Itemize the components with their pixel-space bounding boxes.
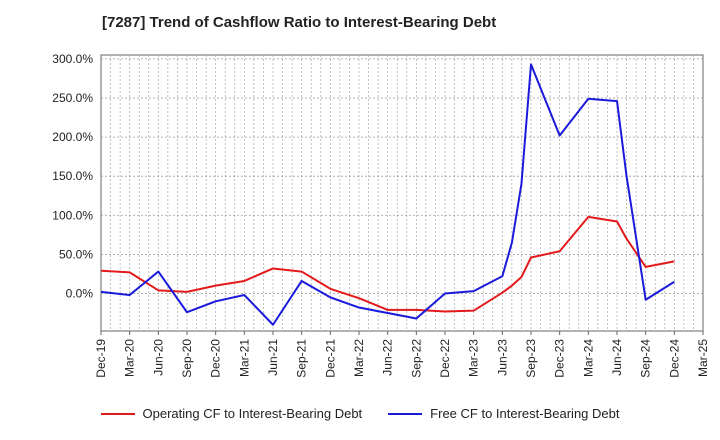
y-tick-label: 250.0% (52, 91, 93, 105)
legend-swatch-free-cf (388, 412, 423, 415)
legend-swatch-operating-cf (100, 412, 135, 415)
x-tick-label: Dec-24 (667, 339, 681, 378)
y-tick-label: 0.0% (66, 286, 94, 300)
x-tick-label: Jun-24 (610, 339, 624, 376)
legend-item-operating-cf: Operating CF to Interest-Bearing Debt (100, 406, 363, 421)
y-tick-label: 150.0% (52, 169, 93, 183)
y-tick-label: 200.0% (52, 130, 93, 144)
x-tick-label: Dec-22 (438, 339, 452, 378)
x-tick-label: Sep-22 (409, 339, 423, 378)
x-tick-label: Mar-25 (696, 339, 710, 377)
x-axis: Dec-19 Mar-20 Jun-20 Sep-20 Dec-20 Mar-21 Jun-… (94, 331, 710, 378)
x-tick-label: Mar-20 (123, 339, 137, 377)
y-tick-label: 300.0% (52, 52, 93, 66)
legend-label-operating-cf: Operating CF to Interest-Bearing Debt (142, 406, 363, 421)
x-tick-label: Jun-21 (266, 339, 280, 376)
legend-label-free-cf: Free CF to Interest-Bearing Debt (430, 406, 620, 421)
x-tick-label: Dec-19 (94, 339, 108, 378)
x-tick-label: Sep-20 (180, 339, 194, 378)
series-layer (100, 63, 675, 326)
x-tick-label: Sep-23 (524, 339, 538, 378)
x-tick-label: Dec-23 (553, 339, 567, 378)
y-tick-label: 50.0% (59, 247, 93, 261)
y-tick-label: 100.0% (52, 208, 93, 222)
legend: Operating CF to Interest-Bearing Debt Fr… (0, 406, 720, 421)
series-line-free-cf (100, 63, 675, 326)
x-tick-label: Mar-23 (467, 339, 481, 377)
x-tick-label: Dec-21 (323, 339, 337, 378)
x-tick-label: Dec-20 (209, 339, 223, 378)
chart-title: [7287] Trend of Cashflow Ratio to Intere… (102, 14, 497, 31)
x-tick-label: Sep-24 (639, 339, 653, 378)
x-tick-label: Jun-23 (495, 339, 509, 376)
x-tick-label: Jun-22 (381, 339, 395, 376)
grid-layer (101, 55, 703, 331)
x-tick-label: Mar-24 (581, 339, 595, 377)
x-tick-label: Sep-21 (295, 339, 309, 378)
x-tick-label: Jun-20 (151, 339, 165, 376)
series-line-operating-cf (100, 215, 675, 313)
legend-item-free-cf: Free CF to Interest-Bearing Debt (388, 406, 619, 421)
plot-area (100, 54, 704, 332)
y-axis: 300.0% 250.0% 200.0% 150.0% 100.0% 50.0% 0.0% (52, 52, 93, 301)
x-tick-label: Mar-22 (352, 339, 366, 377)
x-tick-label: Mar-21 (237, 339, 251, 377)
